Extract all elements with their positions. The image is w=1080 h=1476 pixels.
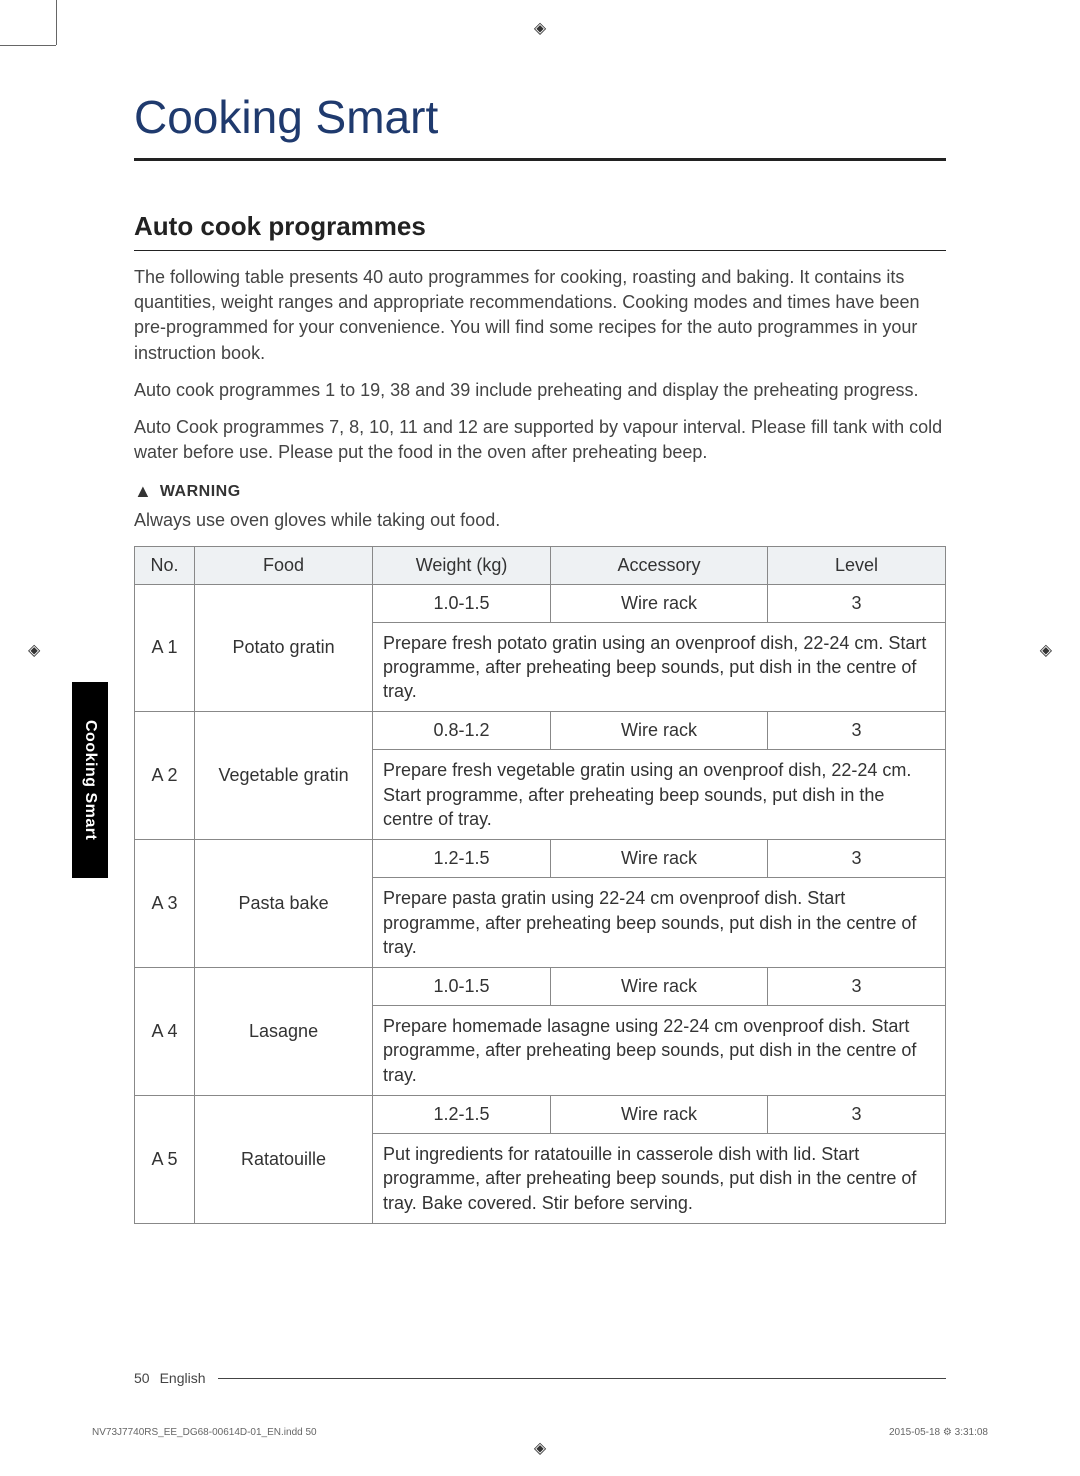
cell-accessory: Wire rack bbox=[551, 840, 768, 878]
table-header-no: No. bbox=[135, 546, 195, 584]
page-title: Cooking Smart bbox=[134, 90, 946, 161]
warning-label: WARNING bbox=[160, 483, 241, 501]
table-row: A 4 Lasagne 1.0-1.5 Wire rack 3 bbox=[135, 968, 946, 1006]
cell-level: 3 bbox=[767, 712, 945, 750]
cell-instructions: Put ingredients for ratatouille in casse… bbox=[373, 1134, 946, 1224]
cell-no: A 1 bbox=[135, 584, 195, 712]
table-row: A 1 Potato gratin 1.0-1.5 Wire rack 3 bbox=[135, 584, 946, 622]
footer-page-number: 50 bbox=[134, 1370, 150, 1386]
warning-icon: ▲ bbox=[134, 481, 152, 502]
cell-weight: 1.2-1.5 bbox=[373, 1096, 551, 1134]
page-footer: 50 English bbox=[134, 1370, 946, 1386]
cell-no: A 2 bbox=[135, 712, 195, 840]
table-header-level: Level bbox=[767, 546, 945, 584]
crop-line bbox=[56, 0, 57, 45]
imprint-filename: NV73J7740RS_EE_DG68-00614D-01_EN.indd 50 bbox=[92, 1427, 317, 1438]
cell-no: A 5 bbox=[135, 1096, 195, 1224]
cell-weight: 1.2-1.5 bbox=[373, 840, 551, 878]
programmes-table: No. Food Weight (kg) Accessory Level A 1… bbox=[134, 546, 946, 1224]
imprint-timestamp: 2015-05-18 ⚙ 3:31:08 bbox=[889, 1427, 988, 1438]
cell-level: 3 bbox=[767, 584, 945, 622]
table-row: A 5 Ratatouille 1.2-1.5 Wire rack 3 bbox=[135, 1096, 946, 1134]
cell-level: 3 bbox=[767, 968, 945, 1006]
footer-language: English bbox=[160, 1370, 206, 1386]
cell-weight: 1.0-1.5 bbox=[373, 584, 551, 622]
warning-text: Always use oven gloves while taking out … bbox=[134, 508, 946, 533]
cell-accessory: Wire rack bbox=[551, 712, 768, 750]
crop-mark-top: ◈ bbox=[534, 18, 546, 38]
cell-food: Vegetable gratin bbox=[195, 712, 373, 840]
cell-no: A 4 bbox=[135, 968, 195, 1096]
intro-paragraph-1: The following table presents 40 auto pro… bbox=[134, 265, 946, 366]
footer-rule bbox=[218, 1378, 947, 1379]
page-content: Cooking Smart Cooking Smart Auto cook pr… bbox=[134, 90, 946, 1386]
crop-mark-right: ◈ bbox=[1040, 640, 1052, 660]
table-header-food: Food bbox=[195, 546, 373, 584]
intro-paragraph-2: Auto cook programmes 1 to 19, 38 and 39 … bbox=[134, 378, 946, 403]
cell-food: Lasagne bbox=[195, 968, 373, 1096]
cell-food: Potato gratin bbox=[195, 584, 373, 712]
table-row: A 2 Vegetable gratin 0.8-1.2 Wire rack 3 bbox=[135, 712, 946, 750]
cell-food: Ratatouille bbox=[195, 1096, 373, 1224]
cell-level: 3 bbox=[767, 840, 945, 878]
cell-instructions: Prepare pasta gratin using 22-24 cm oven… bbox=[373, 878, 946, 968]
cell-accessory: Wire rack bbox=[551, 968, 768, 1006]
crop-line bbox=[0, 45, 56, 46]
section-subtitle: Auto cook programmes bbox=[134, 211, 946, 251]
cell-instructions: Prepare homemade lasagne using 22-24 cm … bbox=[373, 1006, 946, 1096]
cell-food: Pasta bake bbox=[195, 840, 373, 968]
side-tab-label: Cooking Smart bbox=[72, 682, 108, 878]
table-header-weight: Weight (kg) bbox=[373, 546, 551, 584]
cell-accessory: Wire rack bbox=[551, 1096, 768, 1134]
warning-header: ▲ WARNING bbox=[134, 481, 946, 502]
crop-mark-left: ◈ bbox=[28, 640, 40, 660]
table-header-accessory: Accessory bbox=[551, 546, 768, 584]
cell-instructions: Prepare fresh vegetable gratin using an … bbox=[373, 750, 946, 840]
cell-weight: 1.0-1.5 bbox=[373, 968, 551, 1006]
intro-paragraph-3: Auto Cook programmes 7, 8, 10, 11 and 12… bbox=[134, 415, 946, 465]
cell-weight: 0.8-1.2 bbox=[373, 712, 551, 750]
table-row: A 3 Pasta bake 1.2-1.5 Wire rack 3 bbox=[135, 840, 946, 878]
cell-level: 3 bbox=[767, 1096, 945, 1134]
cell-accessory: Wire rack bbox=[551, 584, 768, 622]
cell-no: A 3 bbox=[135, 840, 195, 968]
cell-instructions: Prepare fresh potato gratin using an ove… bbox=[373, 622, 946, 712]
crop-mark-bottom: ◈ bbox=[534, 1438, 546, 1458]
